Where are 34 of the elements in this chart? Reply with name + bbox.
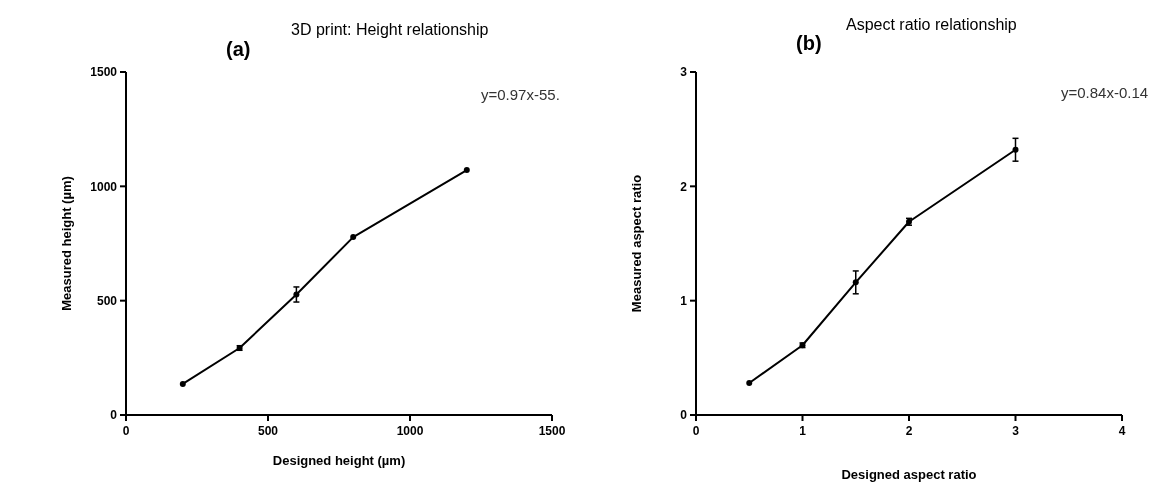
point [293, 291, 300, 298]
x-tick-label: 500 [257, 424, 279, 438]
y-tick-label: 500 [96, 293, 118, 308]
x-tick-label: 0 [122, 424, 130, 438]
point [746, 379, 753, 386]
y-axis-title: Measured height (µm) [59, 176, 74, 311]
x-tick-label: 2 [905, 424, 913, 438]
annotation: y=0.84x-0.14 [1061, 84, 1149, 101]
x-tick-label: 0 [692, 424, 700, 438]
y-axis-title: Measured aspect ratio [629, 174, 644, 313]
annotation: y=0.97x-55. [481, 86, 560, 103]
y-tick-label: 2 [680, 179, 688, 194]
y-tick-label: 3 [680, 65, 688, 80]
y-tick-label: 0 [680, 408, 688, 423]
point [852, 279, 859, 286]
text: (a) [226, 38, 251, 60]
chart-title: Aspect ratio relationship [846, 16, 1017, 33]
point [463, 167, 470, 174]
x-tick-label: 3 [1012, 424, 1020, 438]
y-tick-label: 1000 [90, 179, 118, 194]
text: (b) [796, 32, 822, 54]
x-axis-title: Designed aspect ratio [841, 467, 977, 482]
x-axis-title: Designed height (µm) [272, 453, 406, 468]
point [350, 234, 357, 241]
chart-title: 3D print: Height relationship [291, 21, 489, 38]
x-tick-label: 4 [1118, 424, 1126, 438]
x-tick-label: 1500 [538, 424, 566, 438]
point [1012, 146, 1019, 153]
point [179, 380, 186, 387]
x-tick-label: 1000 [396, 424, 424, 438]
y-tick-label: 1 [680, 293, 688, 308]
y-tick-label: 0 [110, 408, 118, 423]
y-tick-label: 1500 [90, 65, 118, 80]
x-tick-label: 1 [799, 424, 807, 438]
